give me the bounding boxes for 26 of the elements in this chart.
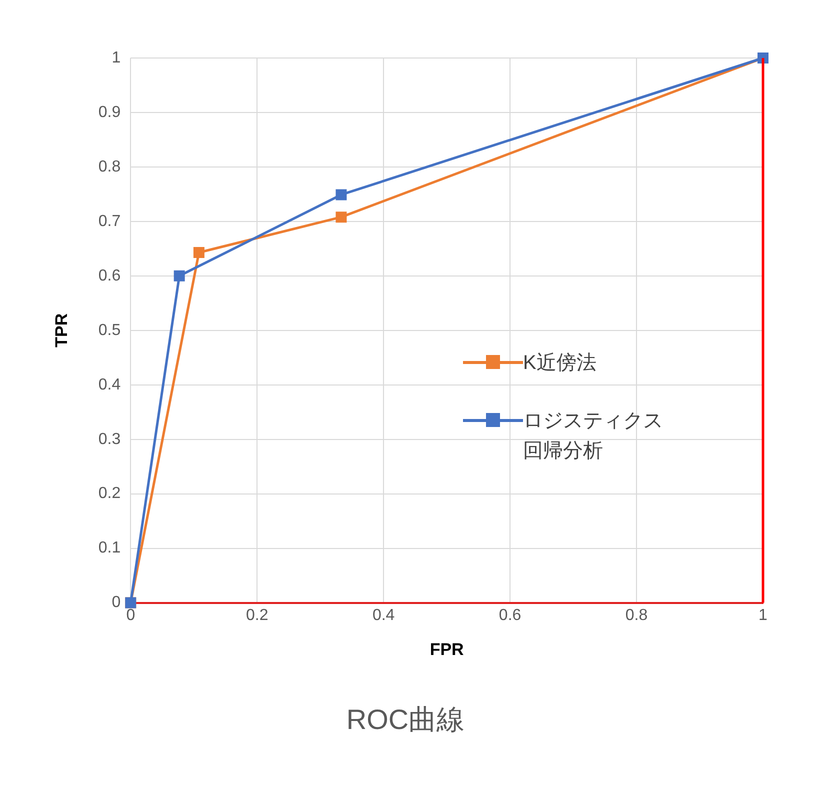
x-tick-label: 0.4 [372, 606, 395, 624]
point [193, 247, 204, 258]
y-tick-label: 0.7 [98, 212, 121, 230]
x-tick-label: 0.8 [625, 606, 648, 624]
x-tick-label: 0.6 [498, 606, 522, 624]
x-tick-label: 0.2 [246, 606, 268, 624]
y-axis-title: TPR [52, 313, 71, 348]
x-tick-label: 0 [126, 606, 136, 624]
y-tick-label: 0 [112, 594, 121, 612]
legend-label: ロジスティクス回帰分析 [523, 409, 664, 464]
x-tick-label: 1 [758, 606, 768, 624]
x-axis-title: FPR [430, 640, 464, 659]
y-tick-label: 0.2 [98, 485, 121, 502]
y-tick-label: 0.8 [98, 158, 121, 176]
point [174, 270, 185, 282]
text: ROC曲線 [346, 704, 465, 735]
y-tick-label: 0.4 [98, 376, 121, 394]
point [336, 189, 347, 200]
y-tick-label: 0.6 [98, 267, 121, 284]
legend-label: K近傍法 [523, 351, 598, 376]
point [336, 212, 347, 223]
y-tick-label: 0.1 [98, 540, 121, 557]
y-tick-label: 0.5 [98, 322, 121, 339]
y-tick-label: 1 [112, 49, 121, 66]
y-tick-label: 0.9 [98, 104, 121, 121]
y-tick-label: 0.3 [98, 430, 121, 448]
